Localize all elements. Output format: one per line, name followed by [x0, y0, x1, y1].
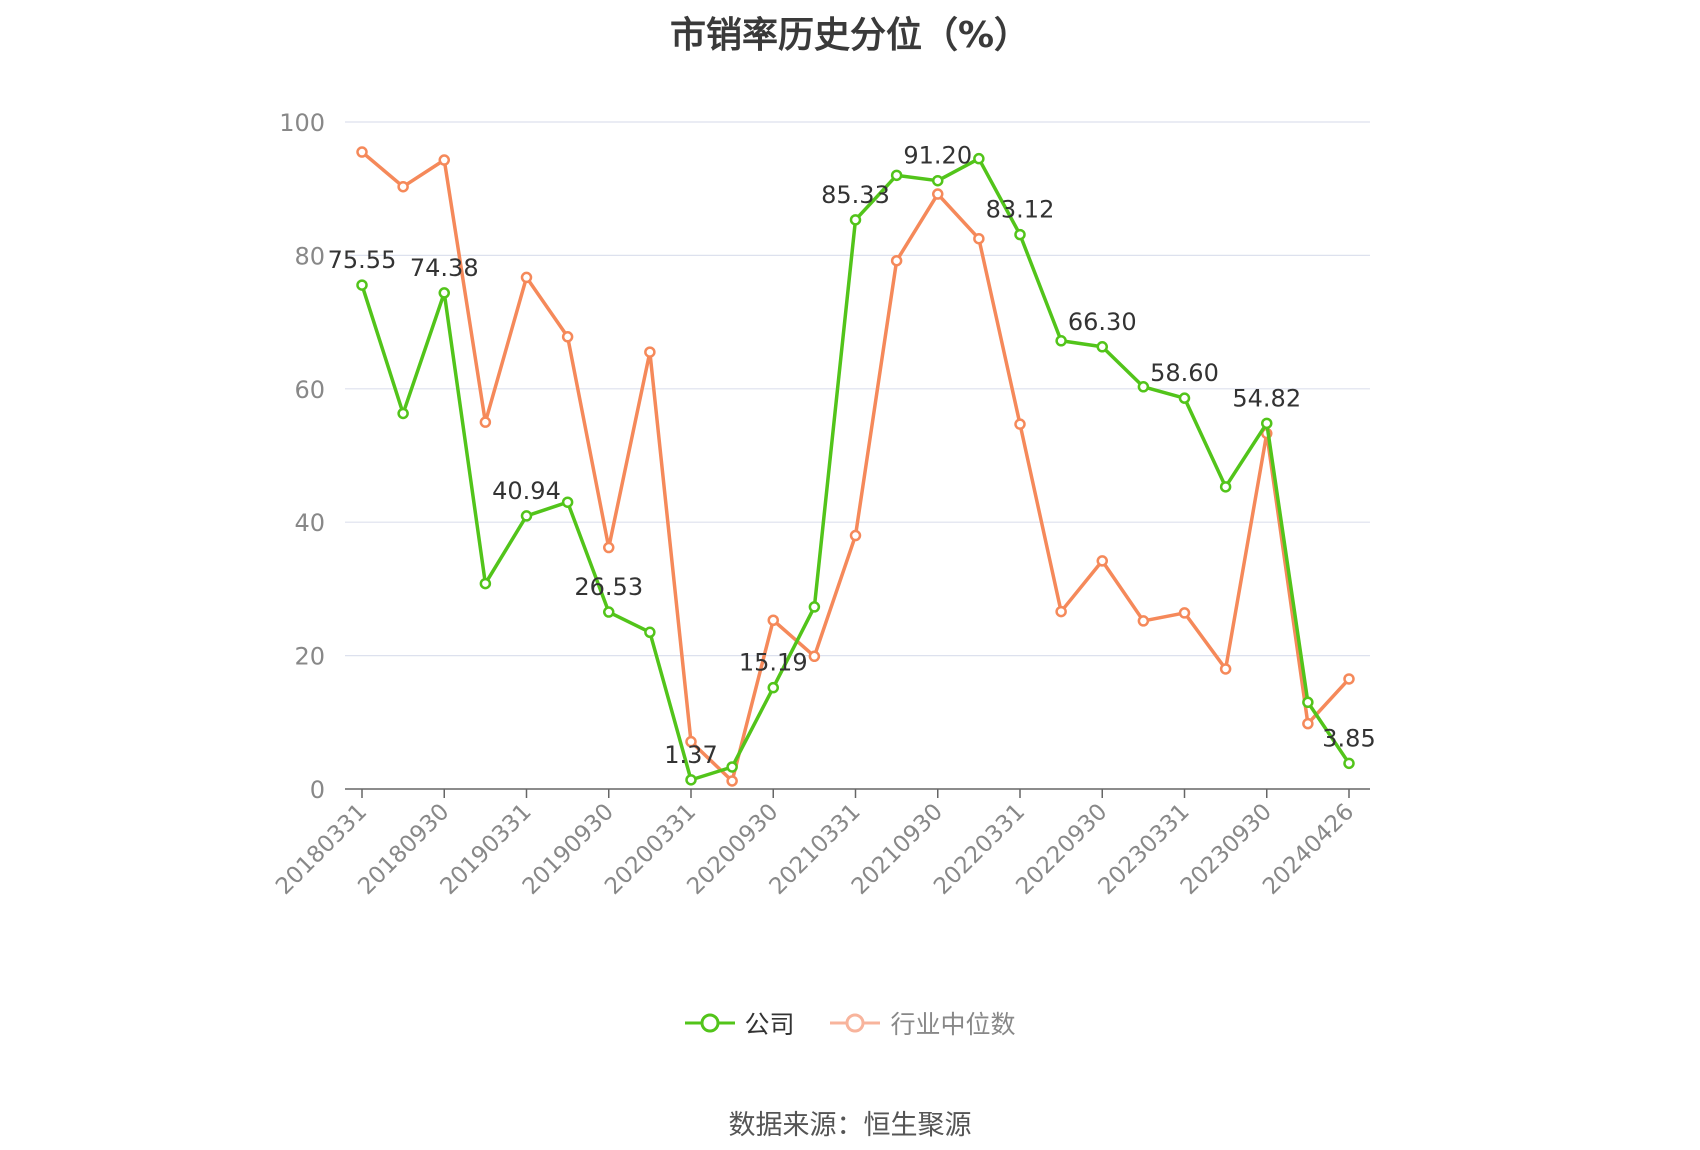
data-label: 1.37	[664, 741, 717, 769]
legend-label-industry: 行业中位数	[890, 1010, 1016, 1039]
data-point	[932, 174, 944, 187]
data-source: 数据来源：恒生聚源	[728, 1110, 972, 1141]
series-line	[360, 156, 1351, 782]
data-label: 3.85	[1322, 724, 1375, 752]
data-point	[644, 626, 656, 639]
y-tick-label: 100	[279, 109, 325, 137]
data-point	[561, 496, 574, 508]
y-tick-label: 60	[294, 376, 325, 404]
data-label: 58.60	[1150, 359, 1219, 387]
legend-label-company: 公司	[744, 1010, 795, 1039]
data-point	[1096, 555, 1108, 567]
data-label: 54.82	[1232, 384, 1301, 412]
data-point	[438, 154, 450, 166]
data-label: 74.38	[410, 254, 479, 282]
data-label: 91.20	[903, 142, 972, 170]
data-label: 85.33	[821, 181, 890, 209]
data-point	[849, 214, 862, 226]
data-point	[520, 510, 533, 522]
data-point	[1219, 663, 1232, 675]
data-point	[1178, 392, 1191, 404]
chart-title: 市销率历史分位（%）	[669, 15, 1031, 56]
data-label: 83.12	[986, 196, 1055, 224]
data-point	[397, 407, 409, 420]
legend-company-icon	[684, 1013, 735, 1033]
data-point	[1055, 605, 1067, 618]
data-point	[520, 271, 533, 284]
data-point	[1137, 381, 1150, 393]
data-point	[1302, 717, 1314, 730]
data-point	[890, 169, 903, 182]
data-point	[479, 577, 492, 590]
data-point	[356, 146, 368, 158]
data-label: 40.94	[492, 477, 561, 505]
series-industry	[356, 146, 1355, 787]
y-tick-label: 40	[294, 509, 325, 537]
legend-item-industry[interactable]: 行业中位数	[830, 1005, 1015, 1041]
data-label: 75.55	[328, 246, 397, 274]
data-point	[1343, 673, 1355, 685]
data-label: 66.30	[1068, 308, 1137, 336]
data-point	[1302, 696, 1314, 709]
legend-industry-icon	[830, 1013, 881, 1033]
data-point	[1219, 481, 1232, 493]
data-labels: 75.55 74.38 40.94 26.53 1.37 15.19 85.33 91.20 8…	[328, 142, 1376, 769]
data-point	[438, 287, 450, 299]
data-point	[973, 152, 985, 165]
data-point	[726, 761, 738, 773]
data-point	[685, 735, 697, 748]
data-point	[1055, 335, 1067, 347]
data-point	[767, 681, 779, 694]
data-point	[1343, 757, 1355, 770]
data-point	[849, 529, 862, 542]
data-point	[1096, 341, 1108, 353]
data-point	[644, 346, 656, 358]
data-point	[1014, 418, 1026, 430]
y-tick-label: 0	[310, 776, 325, 804]
data-point	[1261, 417, 1273, 430]
data-point	[932, 188, 944, 200]
data-point	[356, 279, 368, 291]
data-point	[603, 606, 615, 618]
data-point	[767, 614, 779, 626]
data-point	[726, 775, 738, 787]
legend-item-company[interactable]: 公司	[684, 1005, 795, 1041]
data-point	[808, 650, 821, 663]
data-point	[1137, 615, 1150, 627]
y-tick-label: 80	[294, 242, 325, 270]
y-tick-label: 20	[294, 643, 325, 671]
data-point	[973, 232, 985, 245]
data-point	[1014, 228, 1026, 241]
data-point	[808, 601, 821, 613]
axes: 0204060801002018033120180930201903312019…	[271, 109, 1370, 900]
data-point	[561, 331, 574, 343]
data-point	[479, 416, 492, 428]
data-label: 26.53	[574, 573, 643, 601]
data-point	[1178, 607, 1191, 619]
data-point	[397, 180, 409, 193]
data-point	[603, 541, 615, 554]
series-line	[360, 150, 1351, 783]
data-point	[890, 254, 903, 267]
legend: 公司 行业中位数	[0, 1005, 1700, 1041]
series	[356, 146, 1355, 787]
data-label: 15.19	[739, 649, 808, 677]
data-point	[685, 774, 697, 786]
series-company	[356, 152, 1355, 786]
